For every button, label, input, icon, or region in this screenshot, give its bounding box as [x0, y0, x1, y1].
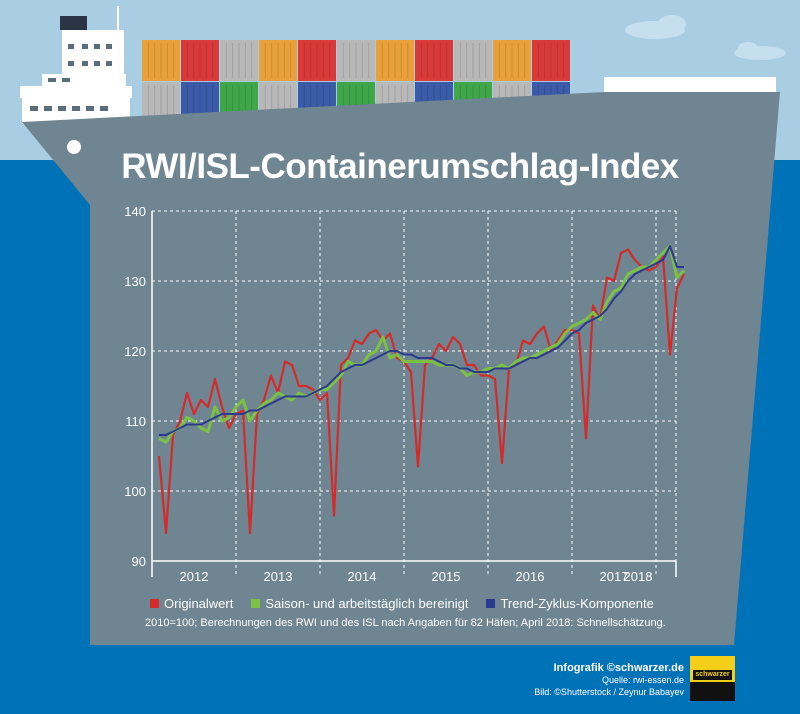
legend-swatch-seasonal [251, 599, 261, 608]
chart-axes: 90 100 110 120 130 140 2012 2013 2014 2015 2016 201… [124, 204, 677, 584]
x-tick-label: 2018 [624, 569, 653, 584]
container-box [259, 40, 297, 81]
credits: Infografik ©schwarzer.de Quelle: rwi-ess… [534, 662, 684, 698]
chart-grid [152, 210, 677, 577]
series-line-seasonal [158, 244, 686, 444]
container-box [415, 40, 453, 81]
legend-label-original: Originalwert [164, 596, 234, 611]
x-tick-label: 2015 [432, 569, 461, 584]
logo-text: schwarzer [693, 670, 732, 680]
x-tick-label: 2012 [180, 569, 209, 584]
legend-label-seasonal: Saison- und arbeitstäglich bereinigt [265, 596, 469, 611]
x-tick-label: 2017 [600, 569, 629, 584]
credit-source: Quelle: rwi-essen.de [601, 675, 684, 685]
y-tick-label: 90 [132, 554, 146, 569]
container-box [532, 40, 570, 81]
container-box [337, 40, 375, 81]
container-box [376, 40, 414, 81]
container-box [220, 40, 258, 81]
container-box [454, 40, 492, 81]
y-tick-label: 110 [125, 414, 146, 429]
credit-brand: Infografik ©schwarzer.de [553, 662, 684, 674]
ship-hull [22, 92, 780, 645]
legend-swatch-original [150, 599, 159, 608]
x-tick-label: 2016 [516, 569, 545, 584]
legend-item-seasonal: Saison- und arbeitstäglich bereinigt [251, 596, 468, 611]
legend-item-trend: Trend-Zyklus-Komponente [486, 596, 654, 611]
bow-deck [604, 77, 776, 92]
chart-legend: Originalwert Saison- und arbeitstäglich … [150, 596, 710, 611]
legend-label-trend: Trend-Zyklus-Komponente [500, 596, 654, 611]
y-tick-label: 120 [124, 344, 146, 359]
x-tick-label: 2014 [348, 569, 377, 584]
legend-swatch-trend [486, 599, 496, 608]
container-box [493, 40, 531, 81]
container-box [142, 40, 180, 81]
y-tick-label: 130 [124, 274, 146, 289]
porthole [67, 140, 81, 154]
chart-series [157, 244, 686, 535]
container-box [181, 40, 219, 81]
page-title: RWI/ISL-Containerumschlag-Index [121, 147, 679, 186]
logo-base [690, 682, 735, 701]
y-tick-label: 100 [124, 484, 146, 499]
clouds [625, 15, 786, 60]
container-box [298, 40, 336, 81]
credit-image: Bild: ©Shutterstock / Zeynur Babayev [534, 687, 684, 697]
y-tick-label: 140 [124, 204, 146, 219]
series-line-trend [159, 245, 684, 436]
schwarzer-logo: schwarzer [690, 656, 735, 701]
chart-footnote: 2010=100; Berechnungen des RWI und des I… [145, 617, 666, 629]
x-tick-label: 2013 [264, 569, 293, 584]
legend-item-original: Originalwert [150, 596, 233, 611]
series-line-original [157, 248, 685, 535]
